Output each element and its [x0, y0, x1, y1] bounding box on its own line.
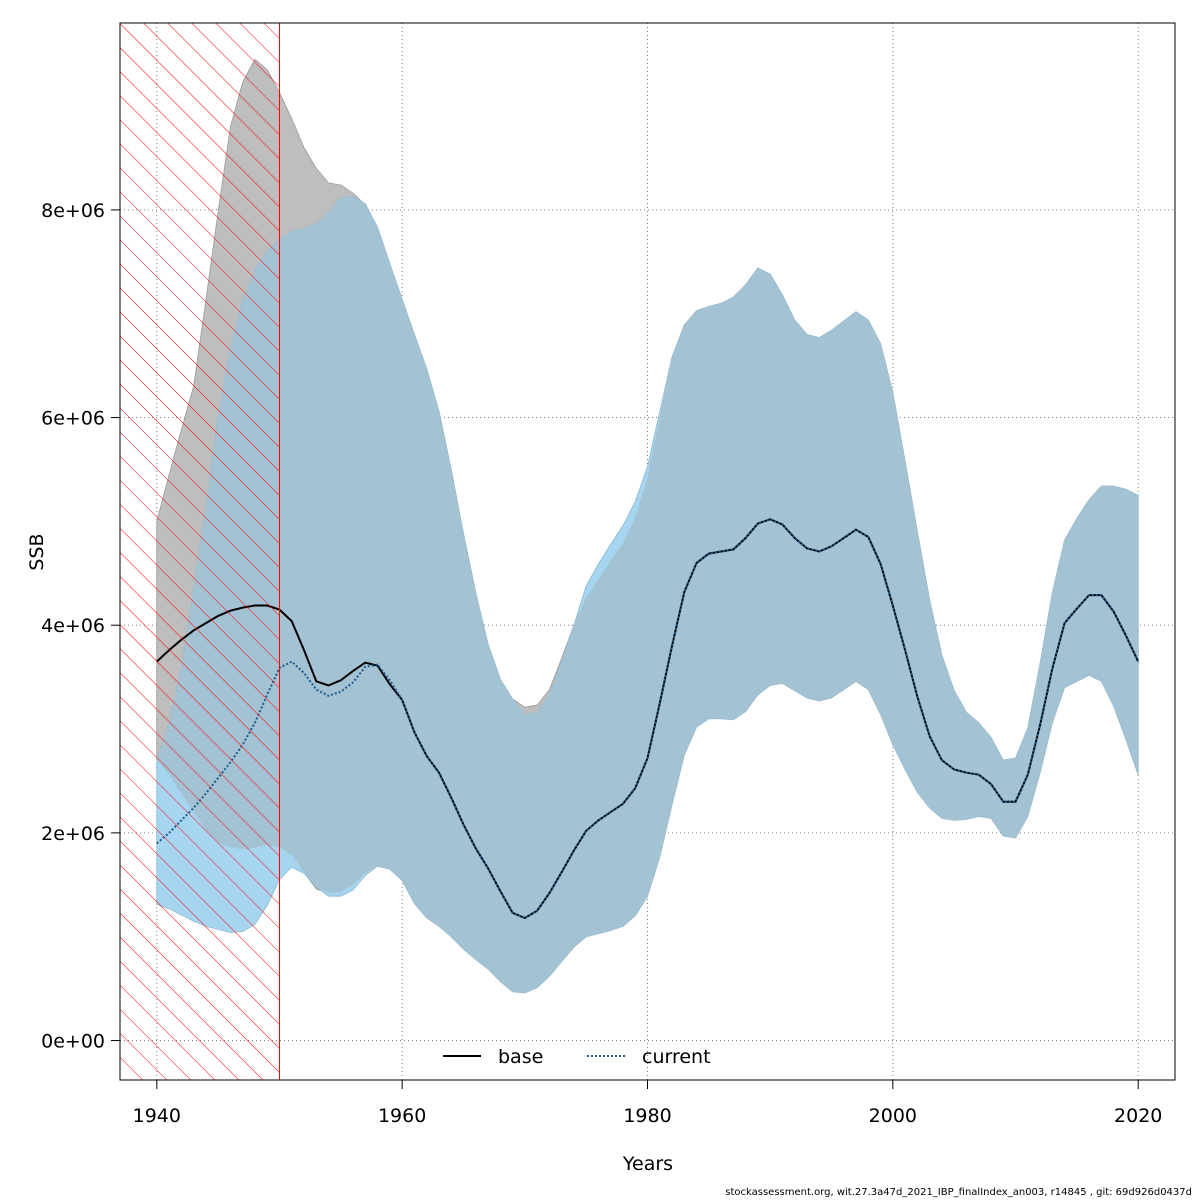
x-tick-label: 2020 [1114, 1105, 1162, 1127]
hatched-period-rect [119, 22, 280, 1081]
y-tick-label: 8e+06 [41, 200, 105, 222]
x-tick-label: 1940 [133, 1105, 181, 1127]
y-tick-label: 2e+06 [41, 823, 105, 845]
y-tick-label: 0e+00 [41, 1031, 105, 1053]
x-axis: 1940 1960 1980 2000 2020 [133, 1079, 1162, 1127]
legend-label: base [498, 1046, 543, 1068]
x-tick-label: 1960 [378, 1105, 426, 1127]
x-tick-label: 1980 [623, 1105, 671, 1127]
y-axis: 0e+00 2e+06 4e+06 6e+06 8e+06 [41, 200, 121, 1053]
y-tick-label: 4e+06 [41, 615, 105, 637]
x-tick-label: 2000 [869, 1105, 917, 1127]
footer-caption: stockassessment.org, wit.27.3a47d_2021_I… [725, 1187, 1192, 1198]
legend-label: current [642, 1046, 711, 1068]
hatched-period [119, 22, 280, 1081]
legend: base current [443, 1046, 711, 1068]
series-lines [156, 518, 1140, 920]
overlap-confidence-band [156, 196, 1139, 993]
y-tick-label: 6e+06 [41, 408, 105, 430]
confidence-bands [156, 58, 1139, 994]
x-axis-title: Years [622, 1153, 673, 1175]
current-line [156, 518, 1140, 920]
y-axis-title: SSB [26, 533, 48, 570]
